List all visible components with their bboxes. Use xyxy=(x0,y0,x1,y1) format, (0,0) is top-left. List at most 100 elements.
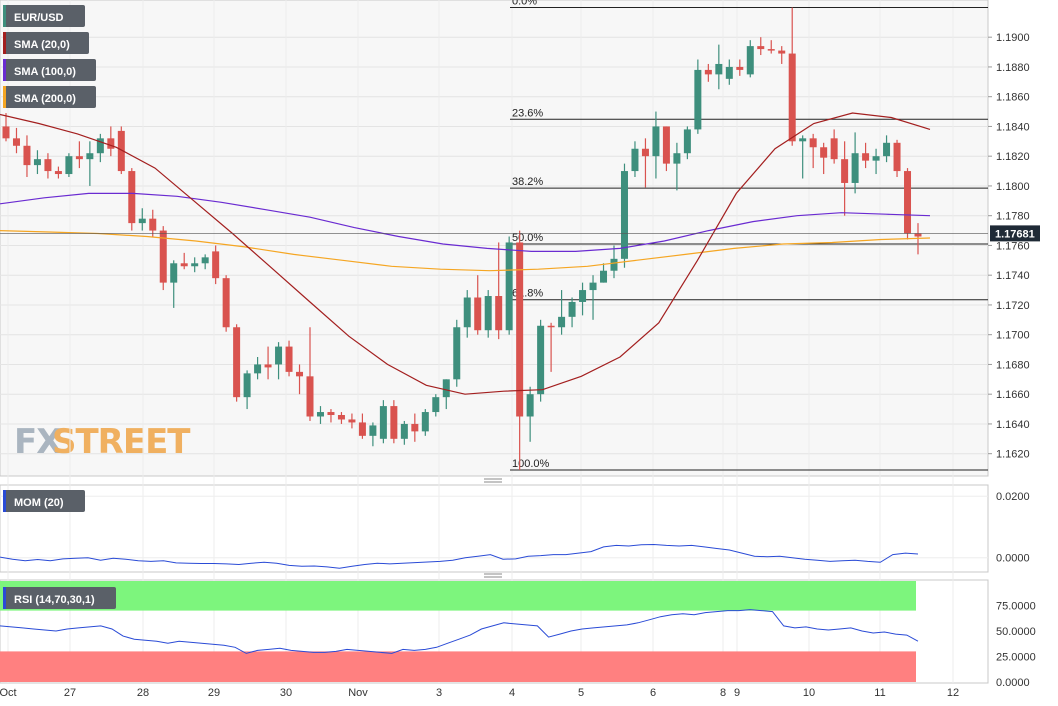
price-tick-label: 1.1900 xyxy=(996,32,1030,44)
legend-sma200[interactable]: SMA (200,0) xyxy=(3,86,96,108)
candle-body xyxy=(96,138,104,154)
legend-sma20-label: SMA (20,0) xyxy=(14,39,70,51)
legend-instrument-label: EUR/USD xyxy=(14,12,64,24)
candle-body xyxy=(117,130,125,172)
price-tick-label: 1.1860 xyxy=(996,92,1030,104)
candle-body xyxy=(516,242,524,417)
time-tick-label: 27 xyxy=(64,687,76,699)
price-tick-label: 1.1620 xyxy=(996,449,1030,461)
candle-body xyxy=(820,147,828,158)
candle-body xyxy=(883,142,891,157)
candle-body xyxy=(631,148,639,172)
candle-body xyxy=(568,301,576,317)
candle-body xyxy=(547,325,555,328)
candle-body xyxy=(201,257,209,264)
candle-body xyxy=(537,325,545,395)
candle-body xyxy=(149,218,157,231)
time-tick-label: 11 xyxy=(874,687,885,699)
candle-body xyxy=(421,412,429,432)
candle-body xyxy=(12,138,20,146)
panel-splitter[interactable] xyxy=(484,573,502,578)
candle-body xyxy=(830,138,838,160)
price-tick-label: 1.1840 xyxy=(996,121,1030,133)
candle-body xyxy=(746,46,754,75)
candle-body xyxy=(904,171,912,234)
candle-body xyxy=(222,278,230,328)
candle-body xyxy=(620,171,628,259)
time-tick-label: 4 xyxy=(509,687,515,699)
panel-splitter[interactable] xyxy=(484,478,502,483)
candle-body xyxy=(369,425,377,436)
last-price-badge: 1.17681 xyxy=(990,225,1040,242)
candle-body xyxy=(589,282,597,291)
watermark-street: STREET xyxy=(52,422,191,462)
candle-body xyxy=(484,296,492,331)
price-tick-label: 1.1780 xyxy=(996,211,1030,223)
time-tick-label: 29 xyxy=(208,687,220,699)
candle-body xyxy=(725,66,733,79)
candle-body xyxy=(128,171,136,224)
candle-body xyxy=(264,364,272,368)
mom-tick-label: 0.0200 xyxy=(996,491,1030,503)
price-tick-label: 1.1680 xyxy=(996,359,1030,371)
candle-body xyxy=(704,69,712,75)
legend-instrument[interactable]: EUR/USD xyxy=(3,5,85,27)
candle-body xyxy=(673,153,681,164)
candle-body xyxy=(337,415,345,420)
time-tick-label: 10 xyxy=(803,687,815,699)
legend-mom-label: MOM (20) xyxy=(14,497,64,509)
rsi-tick-label: 50.0000 xyxy=(996,626,1036,638)
candle-body xyxy=(159,230,167,283)
time-tick-label: 5 xyxy=(578,687,584,699)
candle-body xyxy=(495,296,503,331)
legend-sma100[interactable]: SMA (100,0) xyxy=(3,59,96,81)
candle-body xyxy=(75,156,83,160)
price-tick-label: 1.1720 xyxy=(996,300,1030,312)
rsi-indicator: 75.0000 50.0000 25.0000 0.0000 xyxy=(0,581,1036,689)
time-axis: Oct 27 28 29 30 Nov 3 4 5 6 8 9 10 11 12 xyxy=(0,687,959,699)
candle-body xyxy=(243,373,251,398)
rsi-oversold-zone xyxy=(0,651,916,682)
legend-sma20[interactable]: SMA (20,0) xyxy=(3,32,89,54)
time-tick-label: 3 xyxy=(436,687,442,699)
rsi-tick-label: 75.0000 xyxy=(996,601,1036,613)
fib-label: 38.2% xyxy=(512,176,543,188)
price-tick-label: 1.1660 xyxy=(996,389,1030,401)
watermark-logo: FX STREET xyxy=(14,422,192,462)
mom-tick-label: 0.0000 xyxy=(996,553,1030,565)
legend-sma200-label: SMA (200,0) xyxy=(14,93,76,105)
candle-body xyxy=(851,153,859,183)
price-tick-label: 1.1740 xyxy=(996,270,1030,282)
price-tick-label: 1.1760 xyxy=(996,240,1030,252)
candle-body xyxy=(526,394,534,417)
candle-body xyxy=(212,251,220,279)
candle-body xyxy=(893,142,901,172)
candle-body xyxy=(65,156,73,175)
candle-body xyxy=(2,126,10,139)
candle-body xyxy=(788,53,796,142)
momentum-indicator: 0.0200 0.0000 xyxy=(0,491,1030,569)
legend-rsi-label: RSI (14,70,30,1) xyxy=(14,594,95,606)
candle-body xyxy=(809,138,817,148)
fib-label: 23.6% xyxy=(512,107,543,119)
candle-body xyxy=(474,297,482,331)
time-tick-label: 30 xyxy=(280,687,292,699)
candle-body xyxy=(778,50,786,54)
candle-body xyxy=(683,129,691,154)
candle-body xyxy=(600,270,608,283)
candle-body xyxy=(505,242,513,331)
mom-panel xyxy=(0,484,989,573)
moving-averages xyxy=(0,112,988,395)
candle-body xyxy=(285,346,293,372)
legend-rsi[interactable]: RSI (14,70,30,1) xyxy=(3,587,116,609)
price-tick-label: 1.1640 xyxy=(996,419,1030,431)
candle-body xyxy=(442,379,450,398)
time-tick-label: 9 xyxy=(734,687,740,699)
main-panel xyxy=(0,0,989,477)
legend-mom[interactable]: MOM (20) xyxy=(3,490,85,512)
time-tick-label: 12 xyxy=(947,687,959,699)
candle-body xyxy=(296,371,304,377)
candle-body xyxy=(306,376,314,417)
candle-body xyxy=(233,327,241,398)
